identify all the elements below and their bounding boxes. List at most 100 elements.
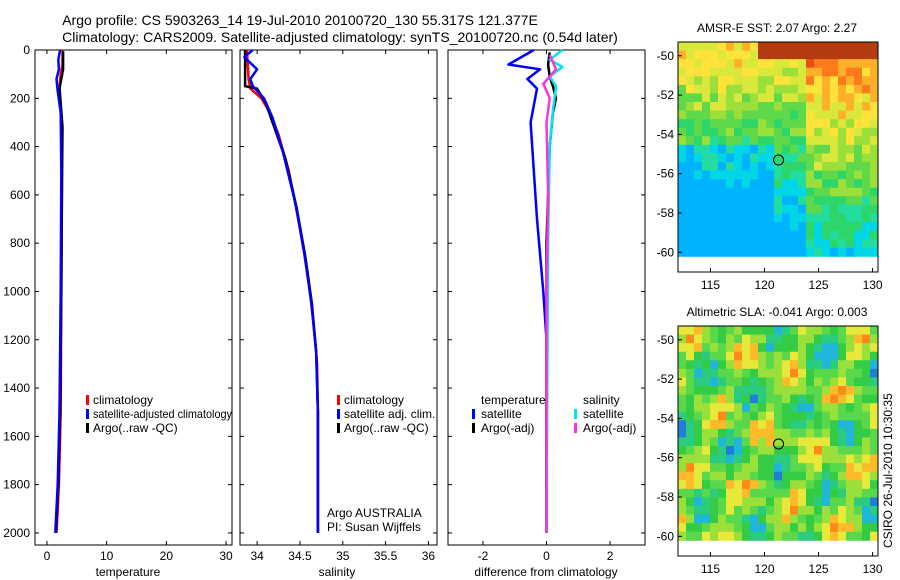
heatmap-cell: [758, 403, 767, 413]
heatmap-cell: [846, 119, 855, 129]
heatmap-cell: [774, 523, 783, 533]
heatmap-cell: [718, 84, 727, 94]
heatmap-cell: [790, 454, 799, 464]
y-tick-label: 1400: [3, 381, 30, 395]
heatmap-cell: [782, 488, 791, 498]
heatmap-cell: [694, 368, 703, 378]
heatmap-cell: [830, 161, 839, 172]
heatmap-cell: [782, 497, 791, 507]
heatmap-cell: [822, 351, 831, 361]
heatmap-cell: [686, 394, 695, 404]
heatmap-cell: [798, 343, 807, 353]
heatmap-cell: [702, 84, 711, 94]
heatmap-cell: [726, 368, 735, 378]
heatmap-cell: [734, 343, 743, 353]
heatmap-cell: [734, 385, 743, 396]
heatmap-cell: [766, 179, 775, 189]
y-tick-label: 1200: [3, 333, 30, 347]
heatmap-cell: [814, 351, 823, 361]
heatmap-cell: [838, 343, 847, 353]
heatmap-cell: [750, 368, 759, 378]
legend-swatch-sal-argo: [574, 423, 577, 433]
heatmap-cell: [862, 454, 871, 464]
heatmap-cell: [774, 445, 783, 456]
heatmap-cell: [766, 230, 775, 240]
heatmap-cell: [806, 101, 815, 112]
heatmap-cell: [678, 101, 687, 112]
heatmap-cell: [726, 179, 735, 189]
heatmap-cell: [838, 420, 847, 430]
heatmap-cell: [766, 531, 775, 541]
heatmap-cell: [814, 119, 823, 129]
heatmap-cell: [766, 93, 775, 103]
heatmap-cell: [678, 196, 687, 206]
heatmap-cell: [854, 454, 863, 464]
heatmap-cell: [846, 110, 855, 120]
heatmap-cell: [774, 454, 783, 464]
heatmap-cell: [758, 187, 767, 197]
heatmap-cell: [782, 445, 791, 456]
heatmap-cell: [862, 488, 871, 498]
heatmap-cell: [694, 170, 703, 180]
heatmap-cell: [710, 127, 719, 137]
heatmap-cell: [798, 411, 807, 421]
heatmap-cell: [774, 119, 783, 129]
heatmap-cell: [766, 471, 775, 481]
heatmap-cell: [854, 101, 863, 112]
heatmap-cell: [758, 505, 767, 516]
heatmap-cell: [750, 230, 759, 240]
heatmap-cell: [790, 144, 799, 154]
heatmap-cell: [846, 136, 855, 146]
heatmap-cell: [718, 170, 727, 180]
heatmap-cell: [790, 230, 799, 240]
heatmap-cell: [782, 93, 791, 103]
heatmap-cell: [702, 454, 711, 464]
heatmap-cell: [814, 67, 823, 77]
x-tick-label: 0: [44, 549, 51, 563]
heatmap-cell: [790, 505, 799, 516]
heatmap-cell: [838, 326, 847, 336]
difference-ticks: -2 0 2: [448, 49, 645, 563]
heatmap-cell: [798, 480, 807, 490]
heatmap-cell: [854, 179, 863, 189]
heatmap-cell: [838, 497, 847, 507]
heatmap-cell: [702, 153, 711, 163]
heatmap-cell: [750, 50, 759, 60]
heatmap-cell: [822, 505, 831, 516]
heatmap-cell: [862, 153, 871, 163]
heatmap-cell: [718, 101, 727, 112]
heatmap-cell: [782, 394, 791, 404]
heatmap-cell: [750, 334, 759, 344]
heatmap-cell: [726, 59, 735, 69]
heatmap-cell: [702, 343, 711, 353]
heatmap-cell: [742, 420, 751, 430]
heatmap-cell: [798, 136, 807, 146]
heatmap-cell: [870, 368, 879, 378]
heatmap-cell: [774, 488, 783, 498]
heatmap-cell: [854, 144, 863, 154]
legend-title-salinity: salinity: [583, 393, 620, 407]
heatmap-cell: [790, 101, 799, 112]
salinity-xlabel: salinity: [319, 565, 356, 579]
temperature-series: [54, 49, 65, 533]
heatmap-cell: [686, 454, 695, 464]
heatmap-cell: [774, 480, 783, 490]
heatmap-cell: [678, 84, 687, 94]
heatmap-cell: [798, 497, 807, 507]
heatmap-cell: [790, 437, 799, 447]
x-tick-label: 120: [754, 562, 774, 576]
heatmap-cell: [846, 101, 855, 112]
series-line-salinity-satellite: [545, 49, 564, 533]
heatmap-cell: [814, 514, 823, 524]
heatmap-cell: [686, 505, 695, 516]
heatmap-cell: [870, 230, 879, 240]
heatmap-cell: [734, 196, 743, 206]
heatmap-cell: [726, 136, 735, 146]
heatmap-cell: [710, 385, 719, 396]
heatmap-cell: [678, 93, 687, 103]
y-tick-label: 200: [10, 91, 30, 105]
temperature-xlabel: temperature: [96, 565, 161, 579]
x-tick-label: -2: [478, 549, 489, 563]
series-line-climatology: [245, 49, 320, 533]
